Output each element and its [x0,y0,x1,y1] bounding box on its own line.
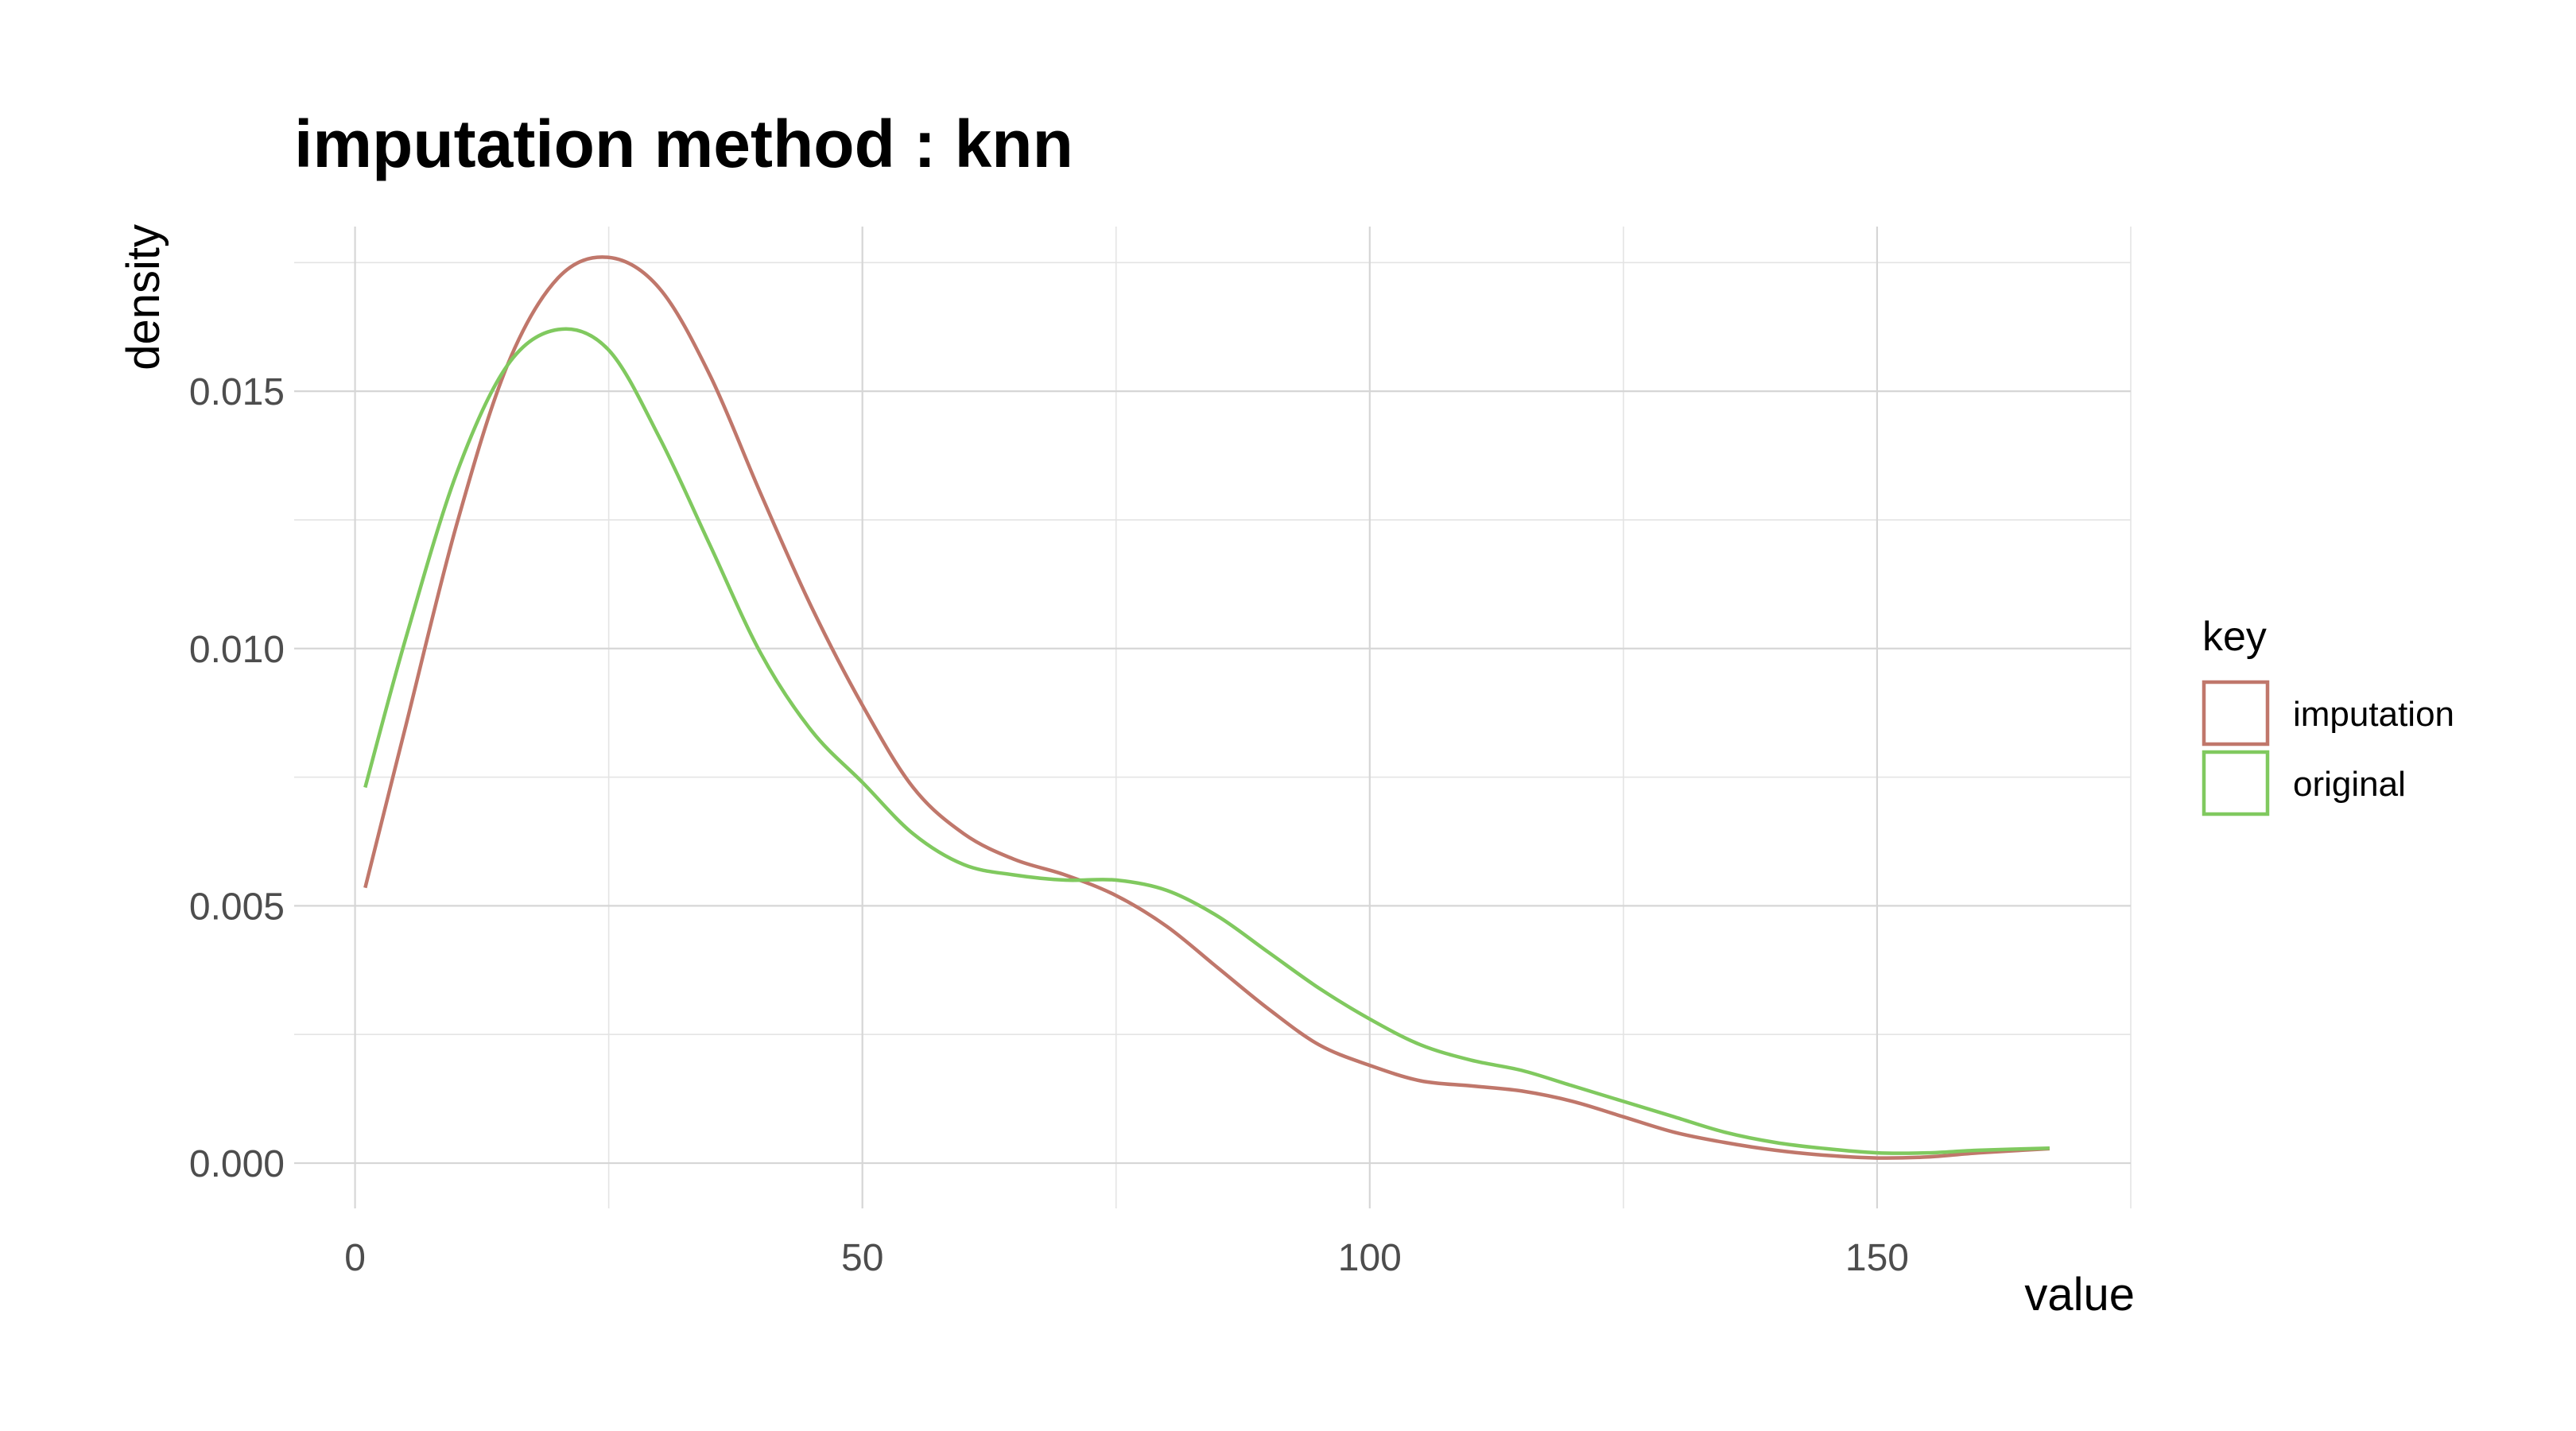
series-line-original [363,327,2050,1155]
x-tick-label: 50 [841,1237,883,1279]
grid-lines [294,227,2132,1208]
x-axis-title: value [2024,1269,2135,1320]
legend-key-imputation [2202,680,2270,747]
legend-items: imputation original [2202,680,2454,816]
legend-label-original: original [2293,765,2406,804]
y-tick-label: 0.010 [189,629,285,671]
legend-key-original [2202,750,2270,816]
x-tick-label: 0 [344,1237,366,1279]
x-tick-label: 150 [1845,1237,1909,1279]
x-axis-ticks: 0 50 100 150 [344,1237,1909,1279]
y-tick-label: 0.015 [189,371,285,413]
x-tick-label: 100 [1338,1237,1402,1279]
y-tick-label: 0.000 [189,1143,285,1185]
y-axis-ticks: 0.000 0.005 0.010 0.015 [189,371,285,1185]
series-line-imputation [363,255,2050,1160]
series-lines [363,255,2050,1160]
chart-title: imputation method : knn [294,107,1073,181]
y-axis-title: density [118,224,169,370]
y-tick-label: 0.005 [189,886,285,928]
legend-title: key [2202,614,2267,660]
legend-label-imputation: imputation [2293,695,2454,734]
legend: key imputation original [2202,614,2454,816]
